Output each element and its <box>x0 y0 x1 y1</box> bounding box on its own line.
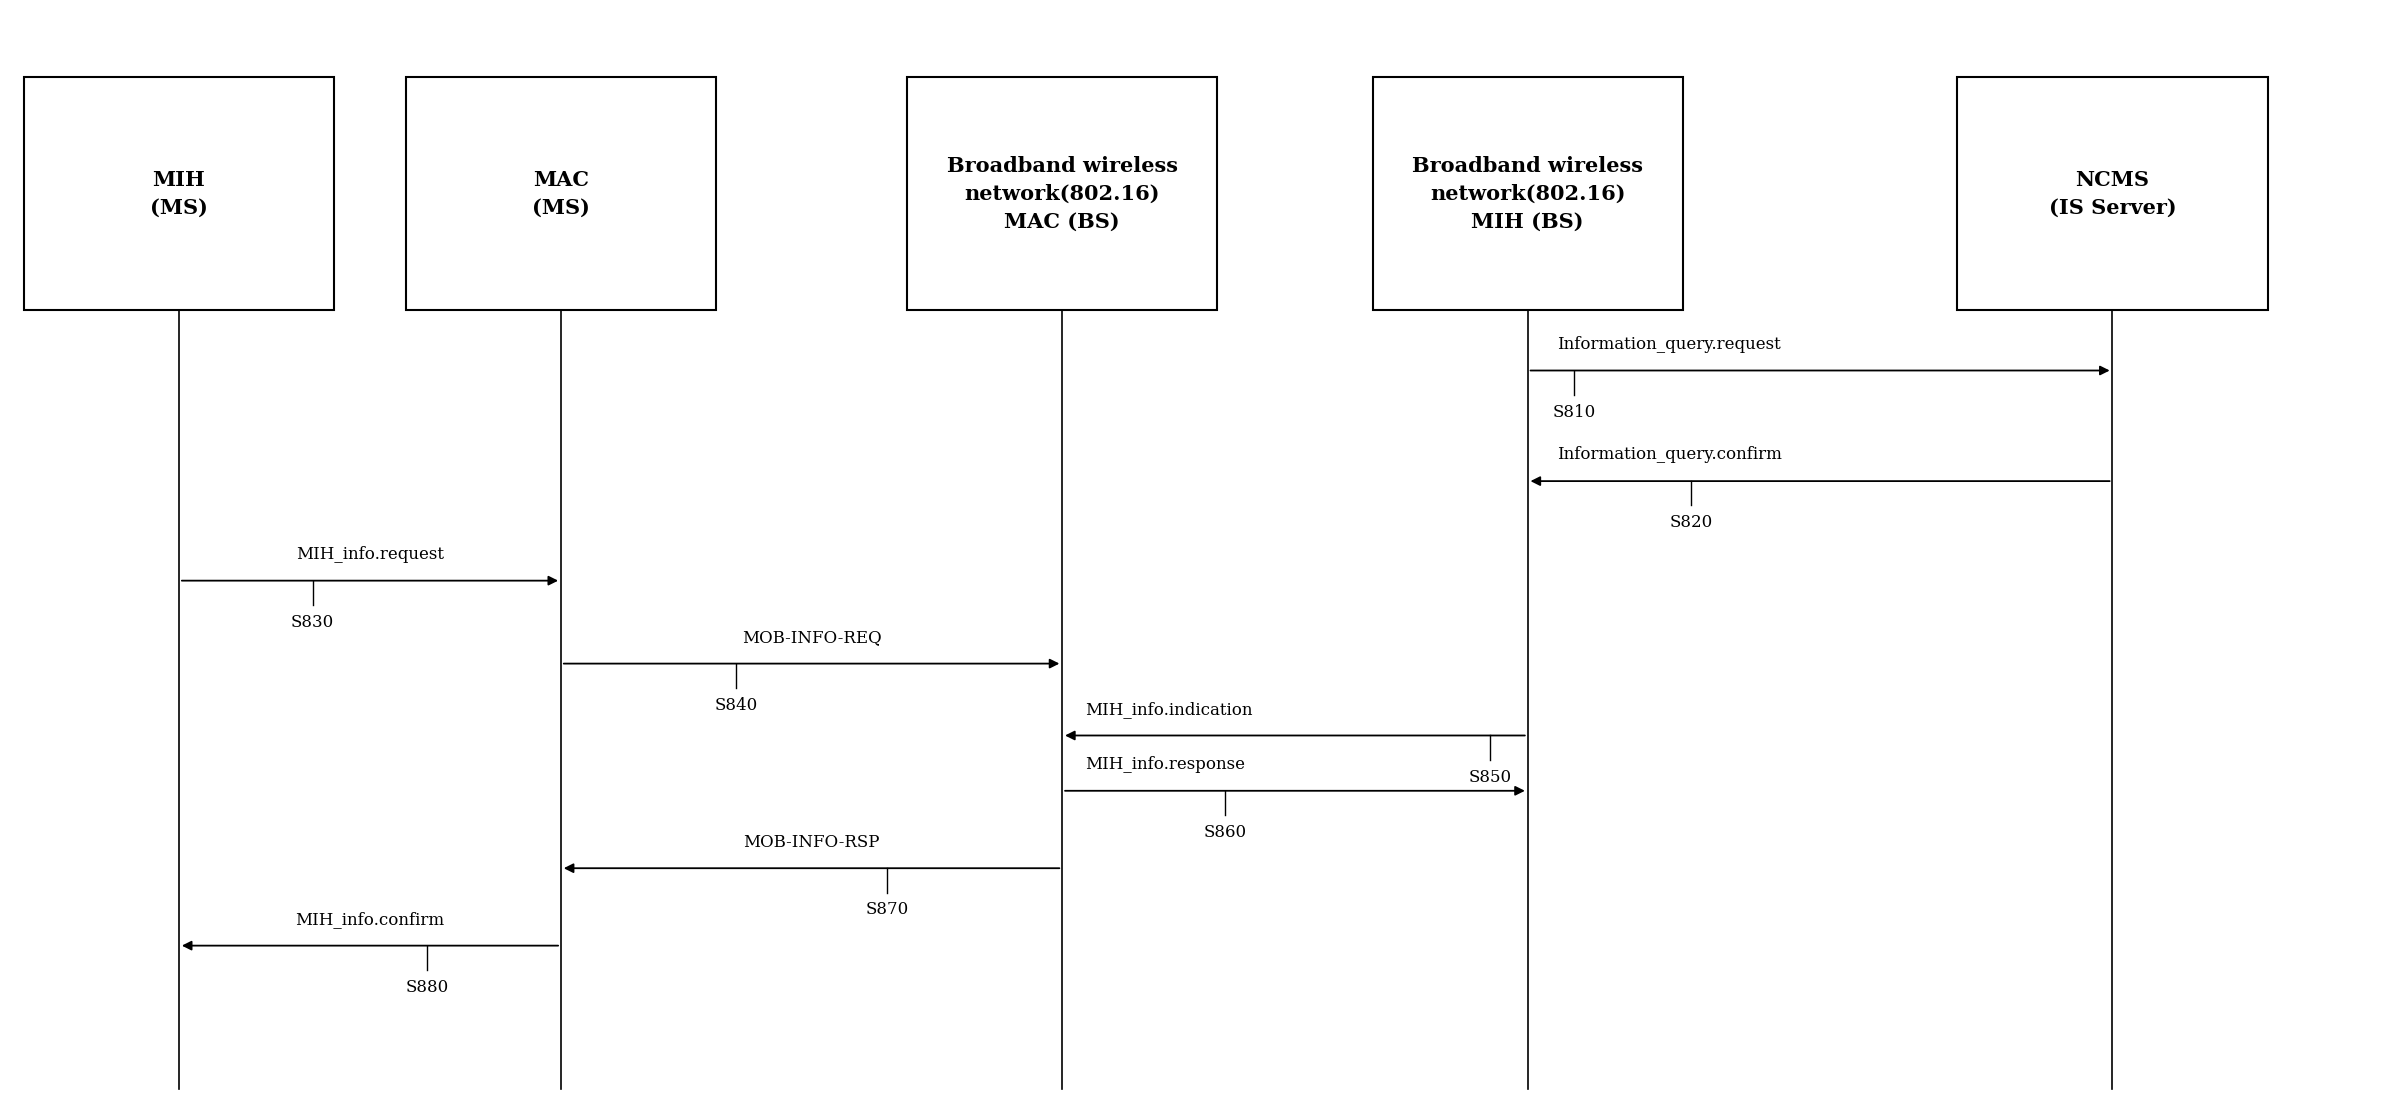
Text: MOB-INFO-REQ: MOB-INFO-REQ <box>742 629 881 646</box>
Text: S880: S880 <box>406 979 449 995</box>
Text: S870: S870 <box>864 901 909 918</box>
Text: S840: S840 <box>714 697 759 713</box>
Text: S850: S850 <box>1468 769 1511 785</box>
Bar <box>1957 77 2268 310</box>
Text: S860: S860 <box>1203 824 1246 841</box>
Bar <box>907 77 1217 310</box>
Bar <box>406 77 716 310</box>
Text: Broadband wireless
network(802.16)
MIH (BS): Broadband wireless network(802.16) MIH (… <box>1413 156 1642 231</box>
Text: MIH
(MS): MIH (MS) <box>150 169 208 218</box>
Text: MIH_info.request: MIH_info.request <box>296 546 444 563</box>
Text: S810: S810 <box>1554 404 1597 420</box>
Text: MOB-INFO-RSP: MOB-INFO-RSP <box>742 834 881 851</box>
Bar <box>24 77 334 310</box>
Text: MAC
(MS): MAC (MS) <box>532 169 590 218</box>
Text: Broadband wireless
network(802.16)
MAC (BS): Broadband wireless network(802.16) MAC (… <box>948 156 1177 231</box>
Bar <box>1373 77 1683 310</box>
Text: MIH_info.confirm: MIH_info.confirm <box>296 911 444 928</box>
Text: S820: S820 <box>1671 514 1714 531</box>
Text: NCMS
(IS Server): NCMS (IS Server) <box>2048 169 2177 218</box>
Text: MIH_info.indication: MIH_info.indication <box>1086 701 1253 718</box>
Text: Information_query.request: Information_query.request <box>1556 336 1781 353</box>
Text: MIH_info.response: MIH_info.response <box>1086 757 1246 773</box>
Text: S830: S830 <box>291 614 334 630</box>
Text: Information_query.confirm: Information_query.confirm <box>1556 447 1781 463</box>
